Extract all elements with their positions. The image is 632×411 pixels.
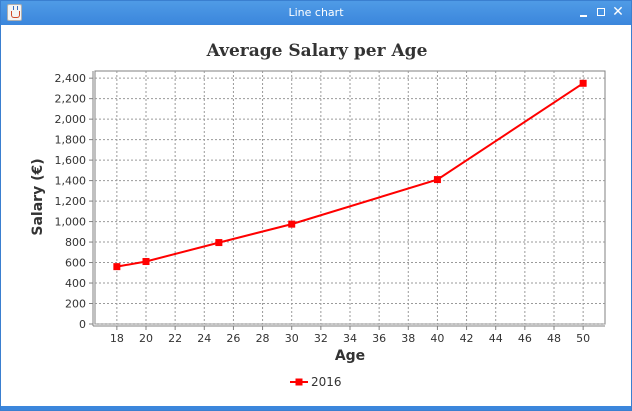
series-line: [116, 82, 584, 268]
y-tick-label: 800: [65, 236, 86, 249]
y-tick-label: 0: [79, 318, 86, 331]
y-tick-label: 2,000: [55, 113, 87, 126]
x-tick-label: 26: [226, 332, 240, 345]
gridlines: [95, 71, 605, 325]
y-tick-label: 1,400: [55, 175, 87, 188]
x-tick-label: 34: [343, 332, 357, 345]
axes: 18 20 22 24 26 28 30 32 34 36 38 40 42 44 46 48 50 0 200 40…: [55, 71, 605, 345]
y-tick-label: 1,800: [55, 134, 87, 147]
data-point: [215, 239, 223, 247]
maximize-icon[interactable]: [594, 5, 608, 19]
x-tick-label: 42: [460, 332, 474, 345]
data-point: [113, 263, 121, 271]
x-tick-label: 38: [401, 332, 415, 345]
x-tick-label: 48: [547, 332, 561, 345]
data-point: [579, 79, 587, 87]
x-tick-label: 36: [372, 332, 386, 345]
x-axis-label: Age: [335, 348, 365, 364]
window-title: Line chart: [288, 6, 344, 19]
title-bar[interactable]: Line chart ✕: [1, 1, 631, 25]
x-tick-label: 28: [256, 332, 270, 345]
y-tick-label: 200: [65, 298, 86, 311]
y-tick-label: 1,000: [55, 216, 87, 229]
x-tick-label: 40: [430, 332, 444, 345]
y-tick-label: 1,200: [55, 195, 87, 208]
x-tick-label: 20: [139, 332, 153, 345]
x-tick-label: 44: [489, 332, 503, 345]
y-tick-label: 400: [65, 277, 86, 290]
data-point: [288, 220, 296, 228]
x-tick-label: 18: [110, 332, 124, 345]
y-tick-label: 2,200: [55, 93, 87, 106]
legend: 2016: [290, 375, 342, 389]
close-icon[interactable]: ✕: [612, 4, 624, 20]
minimize-icon[interactable]: [577, 5, 591, 19]
java-cup-icon: [7, 4, 22, 21]
y-axis-label: Salary (€): [30, 158, 46, 235]
x-tick-label: 24: [197, 332, 211, 345]
data-point: [433, 176, 441, 184]
x-tick-label: 30: [285, 332, 299, 345]
y-tick-label: 1,600: [55, 154, 87, 167]
x-tick-label: 50: [576, 332, 590, 345]
x-tick-label: 22: [168, 332, 182, 345]
legend-marker: [295, 378, 303, 386]
window-bottom-border: [1, 406, 631, 410]
x-tick-label: 32: [314, 332, 328, 345]
legend-label: 2016: [311, 375, 342, 389]
plot-area: [94, 70, 606, 325]
chart-title: Average Salary per Age: [206, 41, 428, 61]
line-chart: Average Salary per Age 18 20 22 24 26 28 30 32 3…: [30, 41, 606, 389]
x-tick-label: 46: [518, 332, 532, 345]
series-layer: [113, 79, 587, 271]
y-tick-label: 600: [65, 257, 86, 270]
y-tick-label: 2,400: [55, 72, 87, 85]
data-point: [142, 258, 150, 266]
